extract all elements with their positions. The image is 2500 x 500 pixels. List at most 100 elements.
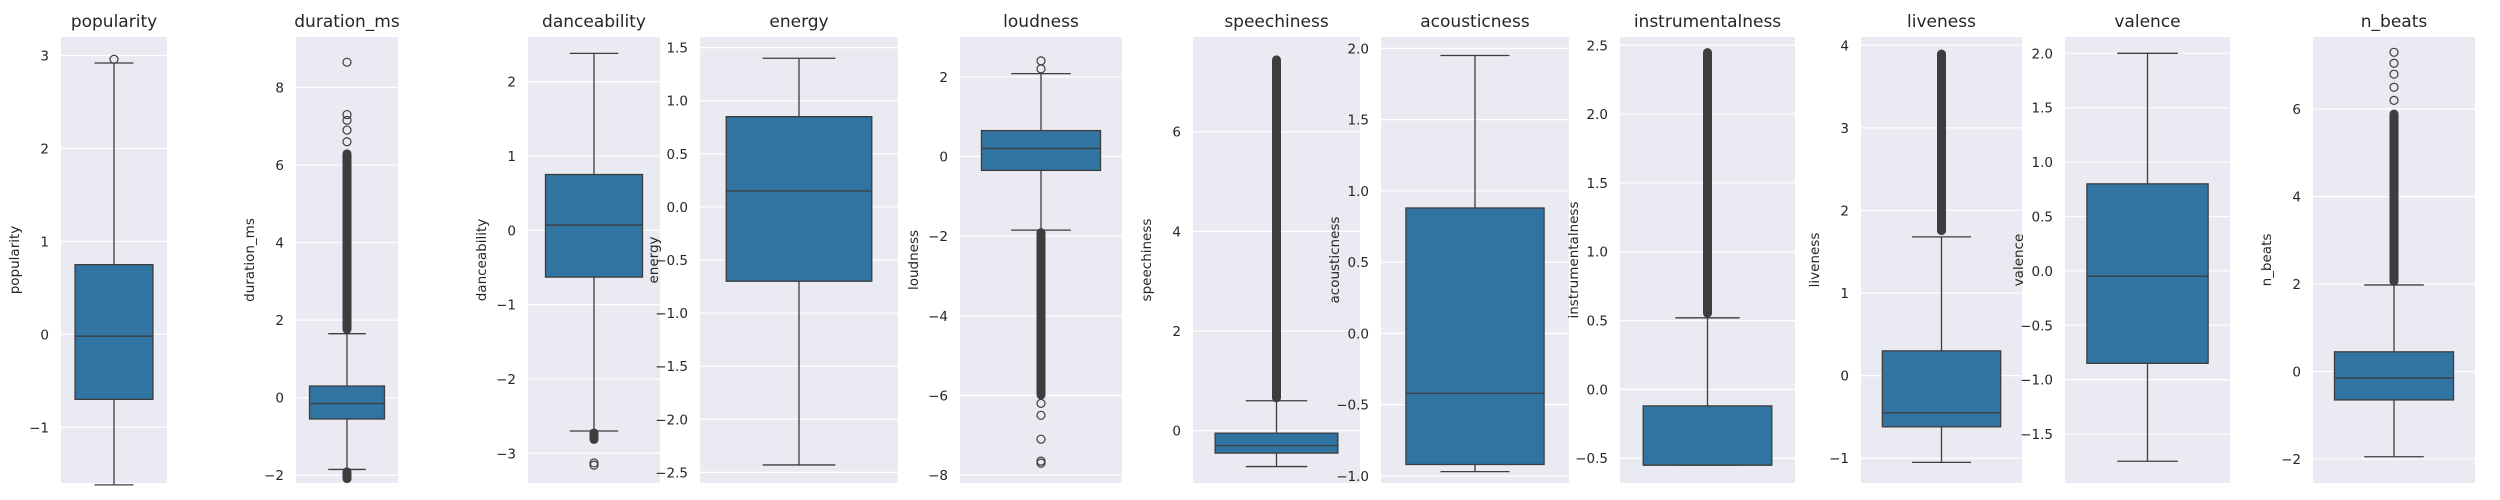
panel-speechiness: 0 2 4 6 speechiness speechiness [1139,12,1360,483]
y-tick-label: 2 [275,313,284,329]
y-tick-label: 0.0 [1348,326,1369,342]
iqr-box [2333,351,2455,401]
y-tick-label: −1.0 [1336,469,1369,485]
y-tick-label: 0 [1840,369,1849,385]
panel-duration_ms: −2 0 2 4 6 8 duration_ms duration_ms [242,12,400,484]
y-tick-label: 4 [275,236,284,252]
y-tick-label: −0.5 [655,253,688,269]
y-tick-label: 0 [2292,365,2301,381]
iqr-box [2086,183,2209,364]
y-tick-label: 3 [1840,121,1849,137]
y-tick-label: 1.0 [667,94,688,110]
y-tick-label: 2.0 [2032,46,2053,62]
y-tick-label: 2.0 [1348,41,1369,57]
panel-n_beats: −2 0 2 4 6 n_beats n_beats [2259,12,2475,483]
outlier-point [1036,56,1046,66]
y-tick-label: 2 [1840,203,1849,219]
y-tick-label: 2.5 [1587,38,1608,54]
outlier-point [342,109,352,120]
panel-valence: −1.5 −1.0 −0.5 0.0 0.5 1.0 1.5 2.0 valence valenc… [2011,12,2230,483]
outlier-point [1036,398,1046,408]
y-tick-label: −0.5 [2020,318,2053,334]
y-tick-label: −1.0 [2020,373,2053,389]
y-axis-label: liveness [1807,233,1823,288]
y-tick-label: 1.5 [667,41,688,57]
y-tick-label: 0.5 [1348,255,1369,271]
chart-title: n_beats [2361,12,2428,32]
y-tick-label: 2 [1172,324,1181,340]
y-tick-label: −4 [928,309,948,325]
y-tick-label: 1.5 [2032,101,2053,117]
outlier-point [2389,58,2399,68]
chart-title: energy [769,12,828,32]
y-tick-label: 0 [40,327,49,343]
chart-title: duration_ms [294,12,400,32]
outlier-point [589,460,599,470]
y-tick-label: 0.5 [667,147,688,163]
chart-title: instrumentalness [1634,12,1781,32]
iqr-box [74,263,154,401]
outlier-point [342,137,352,147]
y-tick-label: 4 [1172,224,1181,240]
chart-title: popularity [71,12,157,32]
y-tick-label: 0.0 [667,200,688,216]
y-tick-label: −6 [928,388,948,404]
outlier-cluster-upper [1272,55,1281,403]
y-tick-label: −1.5 [655,359,688,375]
y-axis-label: acousticness [1327,217,1343,304]
y-tick-label: 8 [275,80,284,96]
y-tick-label: 1.5 [1348,113,1369,129]
y-tick-label: 1 [1840,286,1849,302]
panel-loudness: −8 −6 −4 −2 0 2 loudness loudness [906,12,1122,484]
y-tick-label: −1 [496,298,516,314]
y-tick-label: 0.5 [1587,314,1608,330]
y-tick-label: 2 [2292,277,2301,293]
outlier-point [109,54,119,64]
y-axis-label: instrumentalness [1566,202,1582,319]
outlier-cluster-lower [342,467,352,484]
chart-title: liveness [1907,12,1976,32]
y-tick-label: 0.5 [2032,209,2053,225]
y-tick-label: 3 [40,49,49,65]
y-tick-label: 6 [1172,125,1181,141]
y-tick-label: 6 [275,158,284,174]
y-tick-label: −1 [1829,451,1849,467]
outlier-point [1036,434,1046,444]
y-axis-label: valence [2011,234,2027,287]
iqr-box [1881,350,2002,428]
outlier-point [2389,82,2399,92]
outlier-cluster-upper [1703,48,1712,318]
y-tick-label: 2.0 [1587,107,1608,123]
y-axis-label: duration_ms [242,218,258,302]
y-tick-label: −2 [2281,452,2301,468]
outlier-point [342,115,352,125]
panel-energy: −2.5 −2.0 −1.5 −1.0 −0.5 0.0 0.5 1.0 1.5 energy en… [646,12,898,483]
y-tick-label: 0.0 [2032,264,2053,280]
y-tick-label: 1 [40,234,49,250]
outlier-cluster-upper [1937,49,1946,236]
y-tick-label: −0.5 [1336,398,1369,414]
y-tick-label: 1.5 [1587,176,1608,192]
outlier-point [342,57,352,67]
y-tick-label: −2 [496,372,516,388]
iqr-box [1214,432,1339,454]
outlier-point [2389,47,2399,57]
chart-title: acousticness [1420,12,1530,32]
y-tick-label: 4 [2292,190,2301,206]
y-tick-label: 4 [1840,38,1849,54]
y-tick-label: 1.0 [1587,245,1608,261]
outlier-cluster-lower [1036,228,1046,400]
outlier-cluster-lower [589,428,599,444]
outlier-point [342,125,352,135]
y-tick-label: 1.0 [1348,184,1369,200]
chart-title: speechiness [1224,12,1329,32]
outlier-point [1036,410,1046,420]
outlier-point [1036,458,1046,468]
chart-title: danceability [542,12,646,32]
y-tick-label: 1.0 [2032,155,2053,171]
chart-title: valence [2114,12,2180,32]
y-tick-label: 0 [1172,424,1181,440]
y-tick-label: −0.5 [1575,451,1608,467]
y-tick-label: −2.5 [655,465,688,481]
